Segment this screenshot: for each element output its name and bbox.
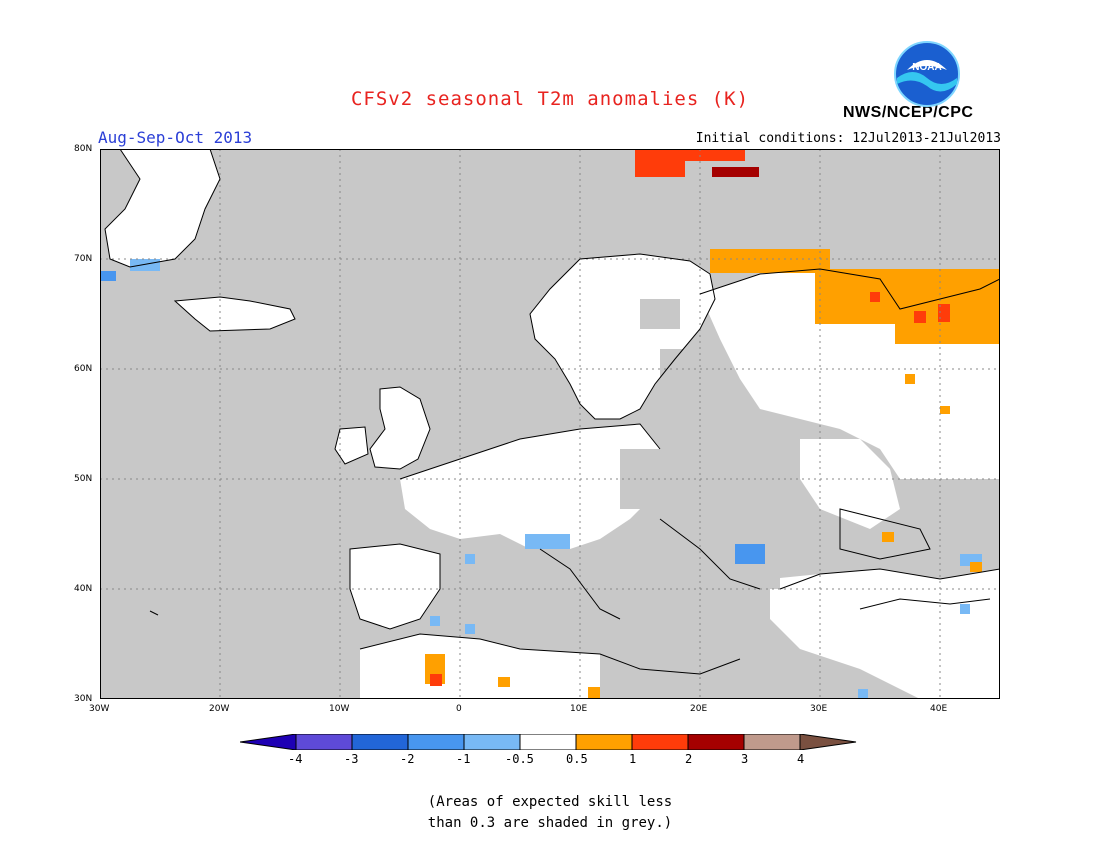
colorbar-swatch: [351, 734, 409, 750]
chart-title: CFSv2 seasonal T2m anomalies (K): [350, 88, 750, 110]
forecast-period: Aug-Sep-Oct 2013: [98, 128, 253, 147]
colorbar-arrow-low: [240, 734, 297, 750]
noaa-logo-text: NOAA: [912, 62, 941, 73]
noaa-logo: NOAA: [894, 41, 960, 107]
warm-cell: [914, 311, 926, 323]
cool-cell: [130, 259, 160, 271]
anomaly-cells: [100, 149, 1000, 699]
colorbar-arrow-high: [799, 734, 857, 750]
colorbar-label: 2: [685, 752, 693, 766]
warm-cell: [430, 674, 442, 686]
colorbar-swatch: [687, 734, 745, 750]
cool-cell: [858, 689, 868, 699]
lon-label: 40E: [930, 704, 948, 714]
warm-light-cell: [498, 677, 510, 687]
warm-light-cell: [895, 324, 1000, 344]
skill-note-line1: (Areas of expected skill less: [427, 794, 673, 810]
warm-light-cell: [815, 269, 1000, 324]
cool-cell: [430, 616, 440, 626]
skill-note-line2: than 0.3 are shaded in grey.): [427, 815, 673, 831]
warm-light-cell: [588, 687, 600, 699]
lon-label: 20E: [690, 704, 708, 714]
lat-label: 40N: [74, 584, 93, 594]
cool-cell: [525, 534, 570, 549]
warm-light-cell: [905, 374, 915, 384]
colorbar-swatch: [631, 734, 689, 750]
warm-light-cell: [970, 562, 982, 572]
warm-light-cell: [882, 532, 894, 542]
cool-cell: [100, 271, 116, 281]
lat-label: 60N: [74, 364, 93, 374]
colorbar-label: -4: [288, 752, 303, 766]
land-white: [105, 149, 1000, 699]
colorbar-label: 1: [629, 752, 637, 766]
colorbar-swatch: [519, 734, 577, 750]
gridlines: [100, 149, 1000, 699]
warm-cell: [870, 292, 880, 302]
cool-cell: [960, 604, 970, 614]
colorbar-swatch: [463, 734, 521, 750]
lon-label: 30E: [810, 704, 828, 714]
colorbar-label: -2: [400, 752, 415, 766]
warm-strong-cell: [712, 167, 759, 177]
lat-label: 30N: [74, 694, 93, 704]
agency-label: NWS/NCEP/CPC: [843, 104, 974, 121]
colorbar-label: -1: [456, 752, 471, 766]
lon-label: 20W: [209, 704, 230, 714]
cool-cell: [465, 554, 475, 564]
cool-cell: [465, 624, 475, 634]
cool-cell: [735, 544, 765, 564]
anomaly-map: [100, 149, 1000, 699]
lat-label: 70N: [74, 254, 93, 264]
coastlines: [104, 149, 1000, 675]
lon-label: 30W: [89, 704, 110, 714]
lat-label: 80N: [74, 144, 93, 154]
colorbar-label: 4: [797, 752, 805, 766]
colorbar-swatch: [407, 734, 465, 750]
warm-light-cell: [940, 406, 950, 414]
lon-label: 0: [456, 704, 462, 714]
warm-light-cell: [710, 249, 830, 273]
initial-conditions: Initial conditions: 12Jul2013-21Jul2013: [695, 131, 1001, 146]
colorbar-label: 0.5: [566, 752, 588, 766]
colorbar-swatch: [295, 734, 353, 750]
colorbar-label: 3: [741, 752, 749, 766]
skill-note: (Areas of expected skill less than 0.3 a…: [0, 792, 1100, 834]
lon-label: 10E: [570, 704, 588, 714]
colorbar-swatch: [575, 734, 633, 750]
warm-cell: [938, 304, 950, 322]
lon-label: 10W: [329, 704, 350, 714]
lat-label: 50N: [74, 474, 93, 484]
colorbar: [240, 734, 857, 750]
colorbar-label: -3: [344, 752, 359, 766]
colorbar-swatch: [743, 734, 801, 750]
warm-cell: [635, 157, 685, 177]
colorbar-label: -0.5: [505, 752, 534, 766]
